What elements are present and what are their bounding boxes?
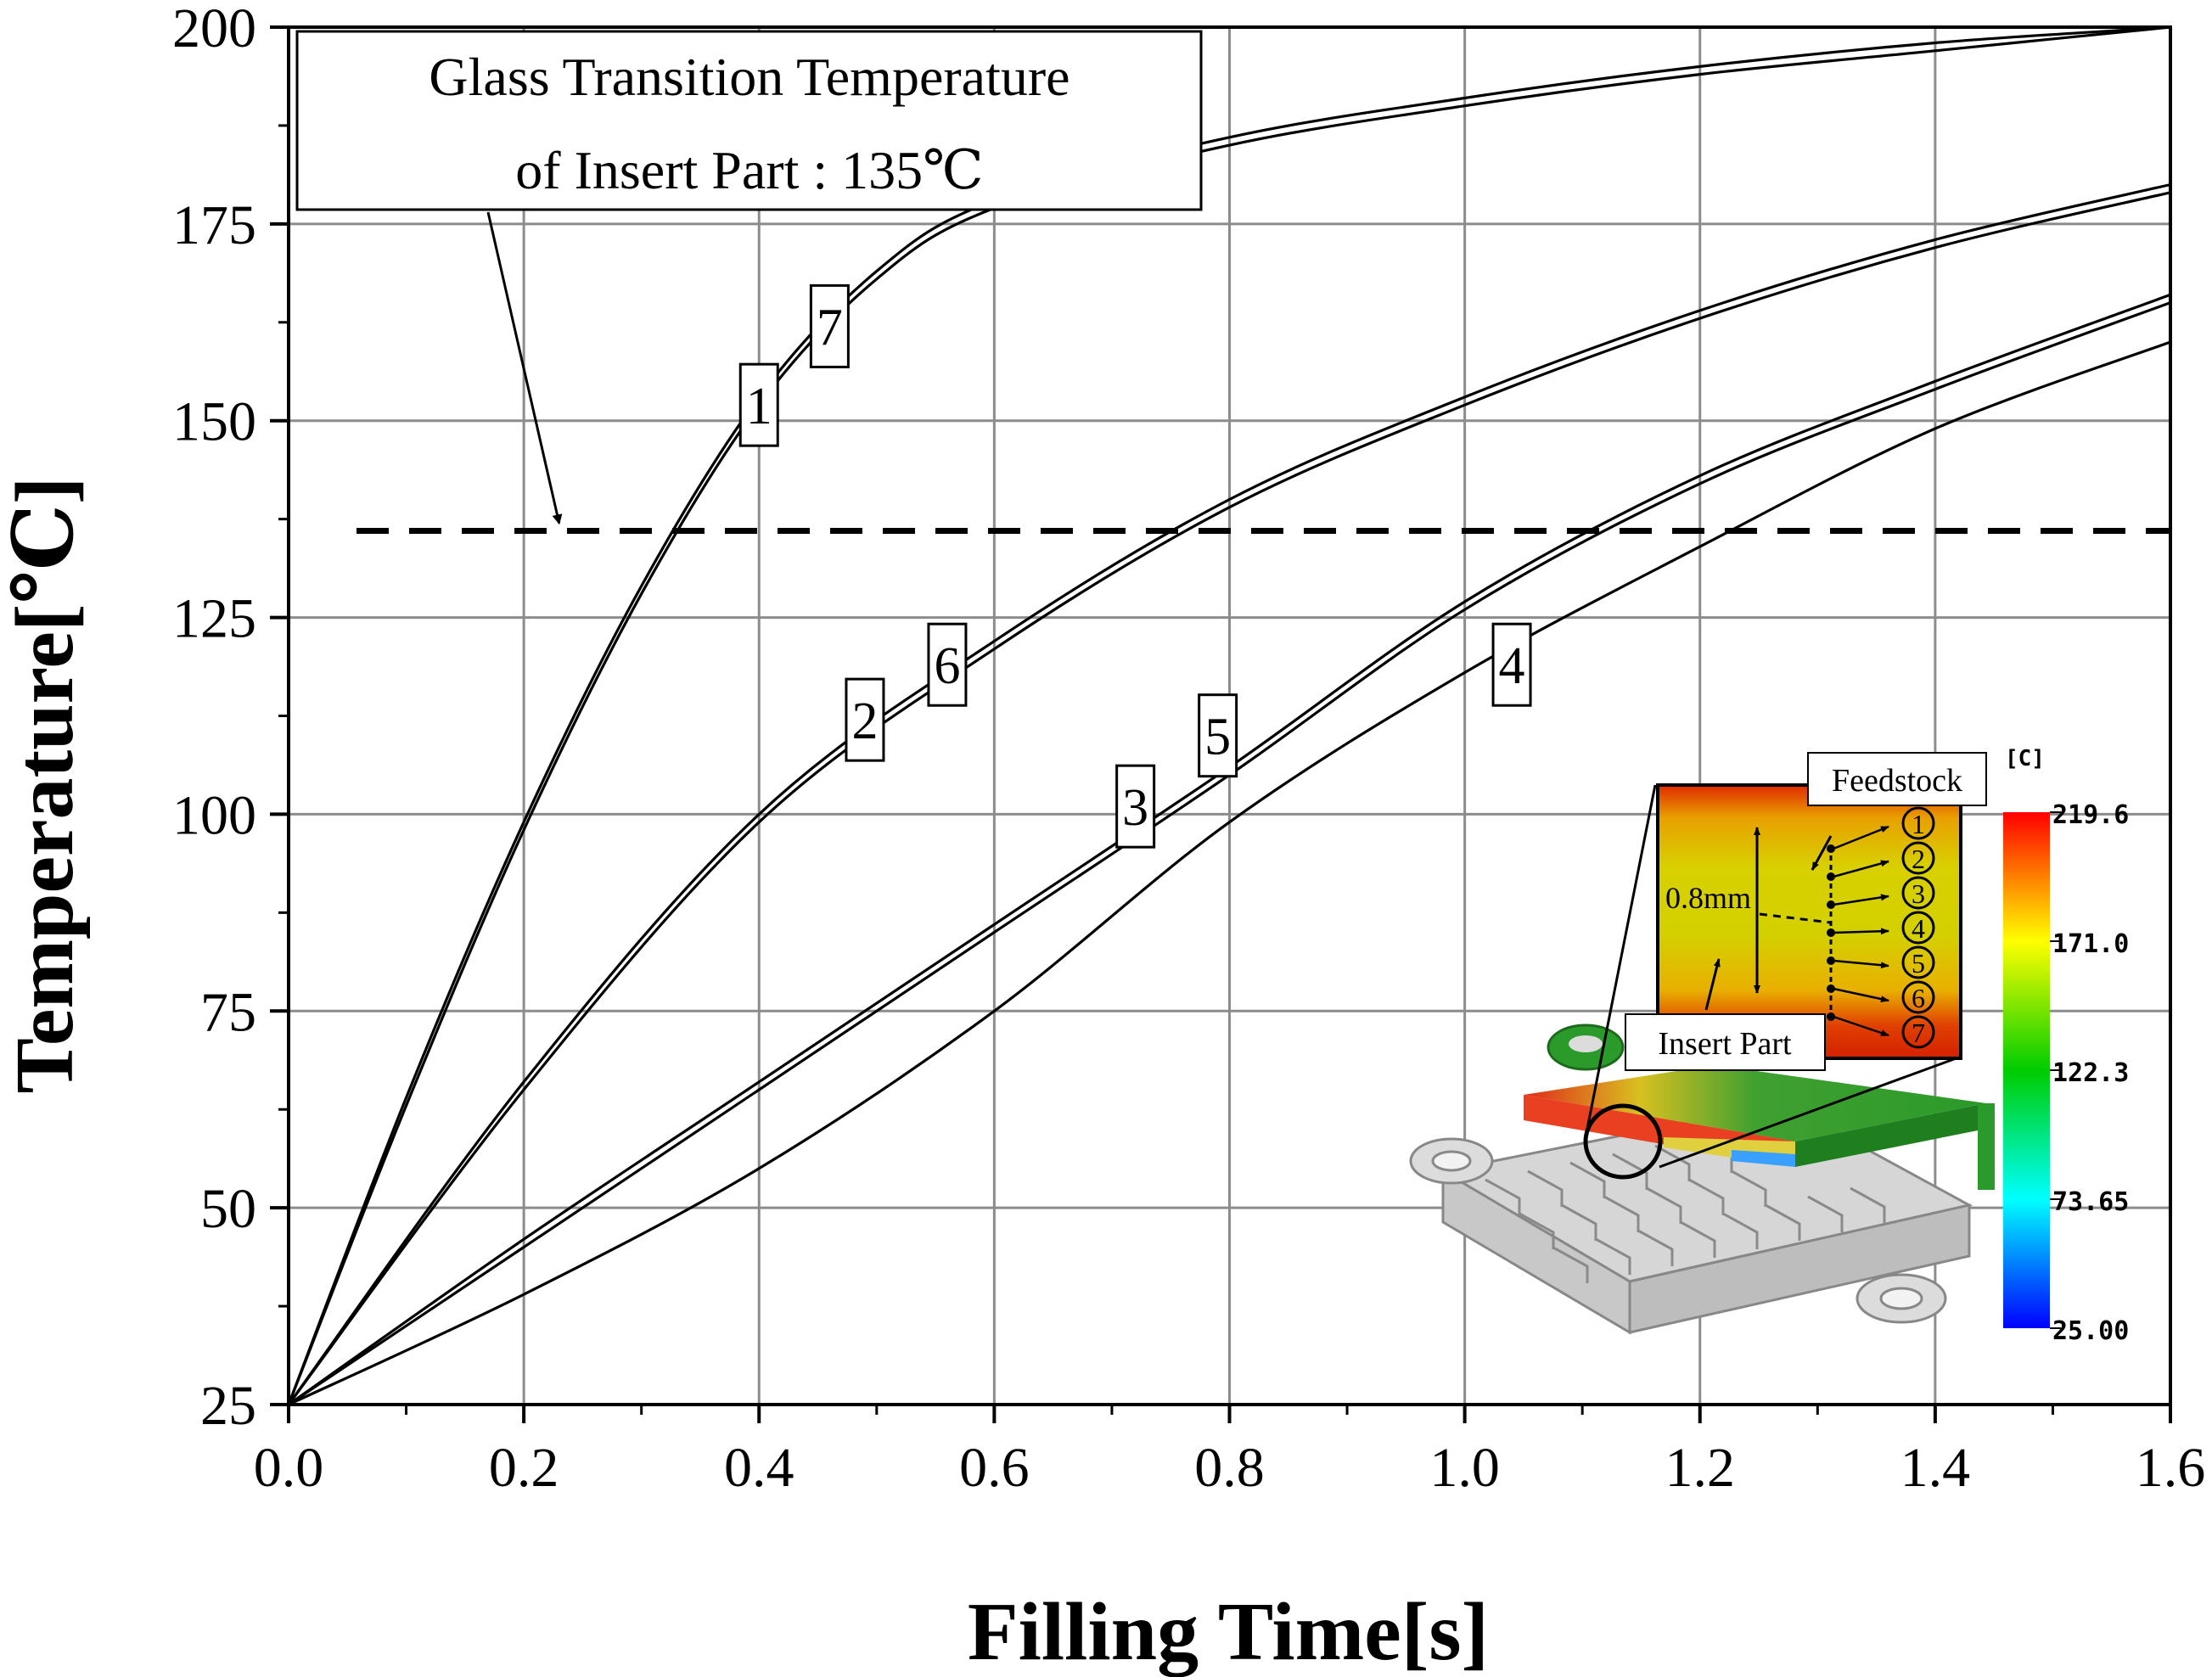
sample-point-label: 7	[1912, 1018, 1925, 1048]
sample-point-circle	[1901, 841, 1935, 875]
insert-part-label: Insert Part	[1658, 1026, 1792, 1062]
x-tick-label: 1.2	[1665, 1437, 1736, 1499]
annotation-box	[295, 30, 1203, 211]
series-line-3	[288, 301, 2171, 1406]
y-tick-label: 125	[172, 588, 256, 650]
x-axis-ticks: 0.0 0.2 0.4 0.6 0.8 1.0 1.2 1.4 1.6	[254, 1405, 2206, 1499]
sample-point-dot	[1827, 984, 1835, 993]
series-labels: 17 26 35 4	[738, 283, 1532, 849]
annotation: Glass Transition Temperature of Insert P…	[295, 30, 1203, 525]
sample-point-arrow	[1833, 825, 1889, 850]
series-line-1	[287, 25, 2171, 1405]
y-axis-ticks: 25 50 75 100 125 150 175 200	[172, 0, 289, 1437]
x-tick-label: 0.6	[959, 1437, 1030, 1499]
y-tick-label: 175	[172, 194, 256, 256]
sample-point-arrow	[1833, 959, 1889, 969]
sample-point-dot	[1827, 900, 1835, 909]
series-label-box-3	[1115, 764, 1156, 849]
series-label-box-2	[845, 677, 885, 762]
colorbar-tick-label: 122.3	[2052, 1058, 2129, 1088]
sample-point-arrow	[1833, 987, 1889, 1003]
sample-point-arrow	[1833, 928, 1889, 935]
series-label-3: 3	[1122, 779, 1148, 837]
series-label-5: 5	[1204, 709, 1231, 766]
annotation-line-1: Glass Transition Temperature	[429, 47, 1070, 107]
sample-point-label: 3	[1912, 878, 1925, 909]
sample-point-label: 6	[1912, 983, 1925, 1013]
sample-point-circle	[1901, 1015, 1935, 1049]
series-label-2: 2	[851, 693, 878, 750]
y-tick-label: 75	[200, 981, 256, 1043]
sample-point-circle	[1901, 911, 1935, 945]
sample-point-dot	[1827, 1012, 1835, 1021]
y-tick-label: 200	[172, 0, 256, 59]
sample-point-label: 4	[1912, 913, 1925, 944]
sample-point-dot	[1827, 844, 1835, 853]
insert-part-label-box	[1625, 1013, 1826, 1071]
series-line-2	[287, 191, 2171, 1405]
x-tick-label: 0.2	[489, 1437, 559, 1499]
y-tick-label: 150	[172, 391, 256, 453]
feedstock-arrow	[1811, 835, 1833, 871]
sample-point-label: 2	[1912, 844, 1925, 874]
series-label-6: 6	[934, 637, 960, 695]
zoom-leader-top	[1586, 784, 1657, 1130]
sample-point-circle	[1901, 945, 1935, 979]
x-tick-label: 1.0	[1429, 1437, 1500, 1499]
y-tick-label: 100	[172, 784, 256, 846]
thickness-label: 0.8mm	[1665, 881, 1751, 915]
sample-point-label: 5	[1912, 948, 1925, 979]
series-label-1: 1	[746, 378, 772, 435]
sample-point-arrow	[1833, 894, 1889, 906]
series-line-4	[288, 340, 2171, 1406]
sample-point-arrow	[1833, 860, 1889, 878]
feedstock-label: Feedstock	[1832, 763, 1962, 799]
zoom-circle	[1583, 1103, 1663, 1180]
series-label-box-4	[1491, 622, 1532, 707]
series-label-7: 7	[817, 299, 843, 356]
x-tick-label: 0.8	[1194, 1437, 1265, 1499]
zoom-leader-bottom	[1659, 1055, 1962, 1169]
colorbar-tick-label: 73.65	[2052, 1187, 2129, 1217]
feedstock-label-box	[1807, 752, 1987, 806]
series-label-box-1	[738, 362, 779, 447]
series-label-box-7	[809, 283, 850, 368]
colorbar	[2003, 812, 2050, 1328]
annotation-line-2: of Insert Part : 135℃	[515, 140, 984, 200]
series-label-box-5	[1198, 693, 1238, 778]
annotation-arrow	[486, 211, 563, 525]
insert-part-arrow	[1704, 958, 1721, 1011]
x-axis-label: Filling Time[s]	[968, 1586, 1489, 1677]
series-line-6	[287, 182, 2171, 1405]
sample-points: 1 2 3 4 5 6 7	[1827, 806, 1935, 1049]
sample-point-label: 1	[1912, 809, 1925, 839]
y-tick-label: 50	[200, 1178, 256, 1240]
colorbar-unit: [C]	[2005, 746, 2045, 771]
y-tick-label: 25	[200, 1375, 256, 1437]
colorbar-tick-label: 219.6	[2052, 800, 2129, 830]
sample-point-circle	[1901, 806, 1935, 840]
colorbar-ticks: 219.6 171.0 122.3 73.65 25.00	[2050, 800, 2129, 1346]
x-tick-label: 0.0	[254, 1437, 324, 1499]
series-label-4: 4	[1499, 637, 1525, 695]
sample-point-dot	[1827, 872, 1835, 881]
colorbar-tick-label: 25.00	[2052, 1316, 2129, 1346]
x-tick-label: 1.4	[1900, 1437, 1971, 1499]
colorbar-tick-label: 171.0	[2052, 929, 2129, 959]
thickness-dashed-lead	[1759, 912, 1831, 924]
sample-point-dot	[1827, 928, 1835, 937]
x-tick-label: 1.6	[2136, 1437, 2206, 1499]
sample-point-circle	[1901, 980, 1935, 1014]
sample-point-circle	[1901, 876, 1935, 910]
series-label-box-6	[927, 622, 968, 707]
series-line-7	[287, 25, 2171, 1405]
y-axis-label: Temperature[℃]	[0, 476, 91, 1093]
x-tick-label: 0.4	[724, 1437, 794, 1499]
sample-point-dot	[1827, 956, 1835, 965]
sample-point-arrow	[1833, 1015, 1889, 1037]
